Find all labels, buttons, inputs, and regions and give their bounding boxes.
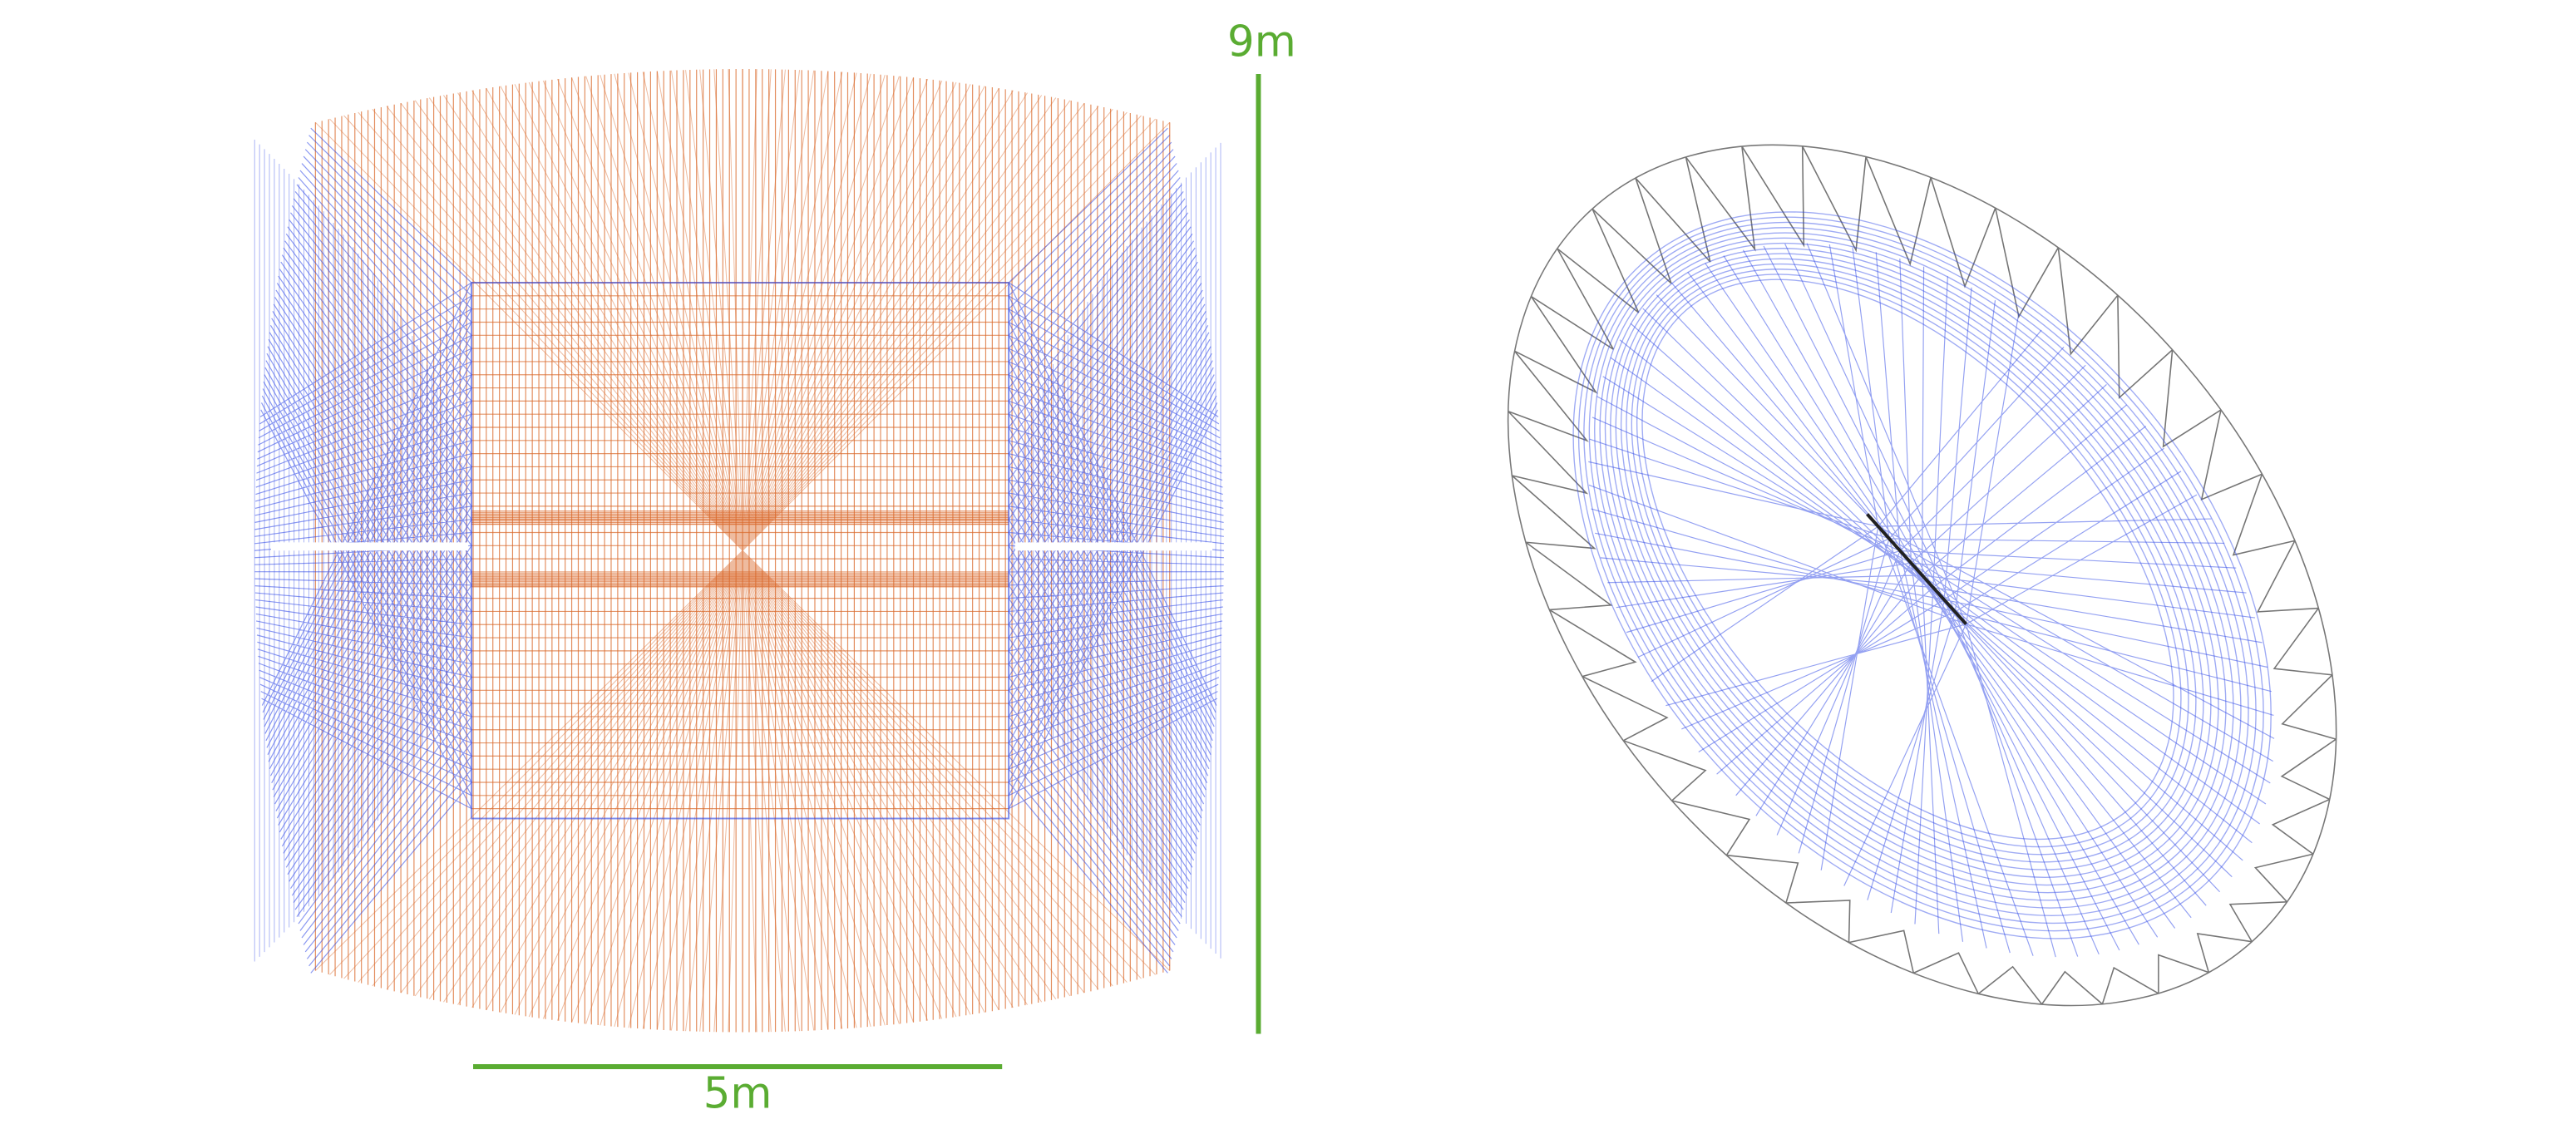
outer-rim: [1508, 145, 2337, 1005]
oblique-view-wireframe: [1507, 144, 2337, 1007]
side-view-wireframe: [254, 69, 1224, 1033]
width-label: 5m: [703, 1069, 772, 1119]
slot-left: [271, 542, 469, 551]
blue-rings: [1572, 211, 2272, 939]
outer-ring: [1507, 144, 2337, 1007]
blue-fans: [254, 127, 1224, 974]
inner-frame: [471, 282, 1010, 820]
orange-bands: [471, 510, 1009, 588]
disk: [1507, 144, 2337, 1007]
slot-right: [1015, 542, 1213, 551]
orange-radials: [314, 69, 1171, 1033]
axis: [1866, 513, 1967, 626]
blue-spokes: [1588, 243, 2275, 958]
height-label: 9m: [1227, 17, 1296, 67]
